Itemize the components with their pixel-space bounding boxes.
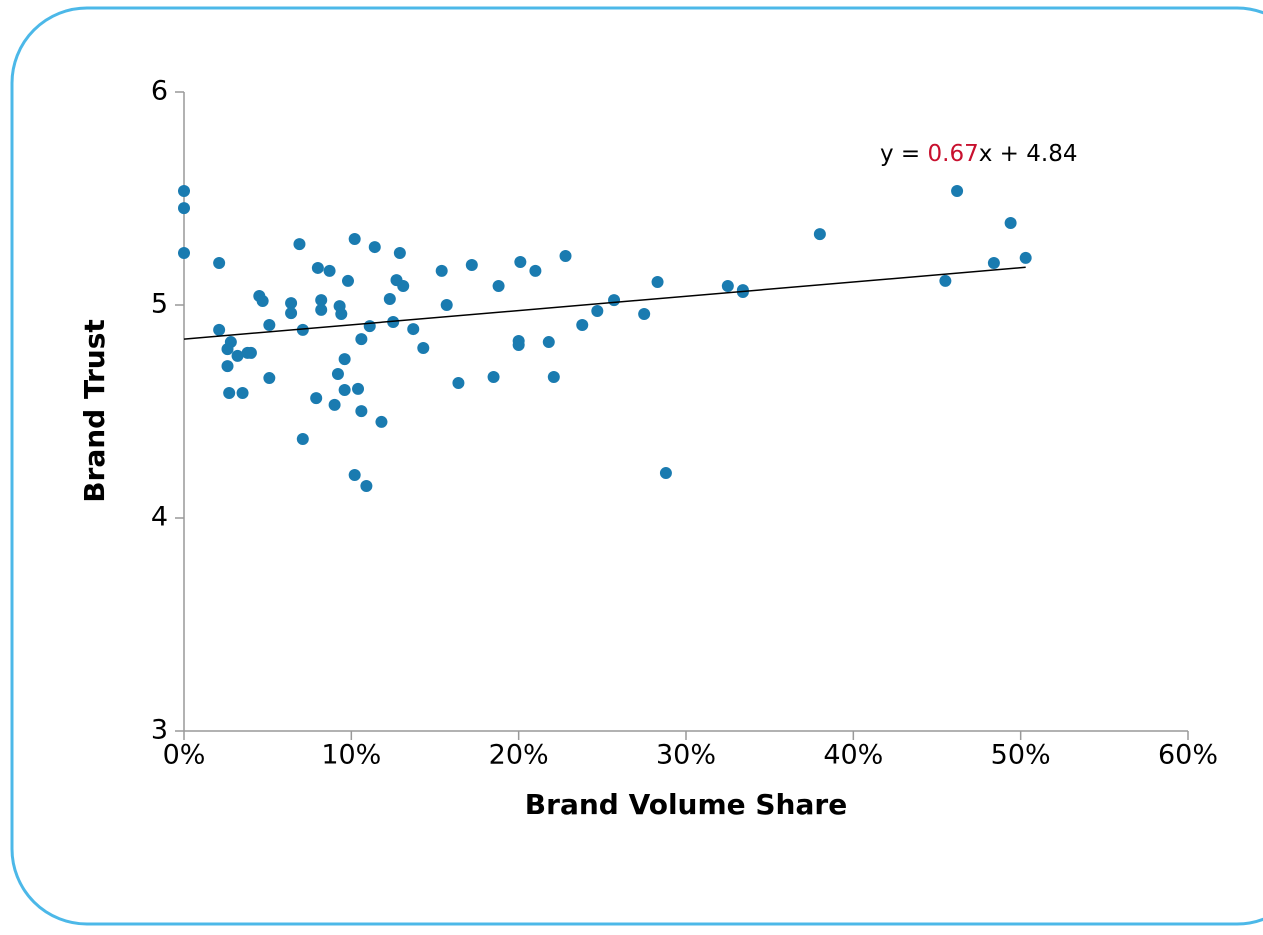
point [221,343,234,356]
point [178,185,190,198]
point [512,339,525,352]
point [440,299,453,311]
y-tick-label: 6 [151,76,168,107]
point [465,258,478,271]
equation-slope: 0.67 [928,141,979,167]
point [387,316,400,329]
equation-part: x + [979,141,1027,167]
point [417,342,430,355]
point [951,185,964,198]
point [293,238,306,251]
point [213,257,226,270]
point [487,370,500,383]
point [813,228,826,241]
point [638,307,651,320]
point [178,247,190,260]
trendline-equation: y = 0.67x + 4.84 [880,141,1077,167]
point [310,392,323,405]
point [335,307,348,320]
point [393,247,406,260]
point [547,370,560,383]
point [608,294,621,307]
point [721,280,734,293]
point [736,284,749,297]
point [559,250,572,263]
point [263,372,276,385]
point [1004,216,1017,229]
point [651,275,664,288]
point [939,274,952,287]
y-tick-label: 5 [151,289,168,320]
point [296,323,309,336]
point [178,202,190,215]
point [331,368,344,381]
point [355,405,368,418]
equation-intercept: 4.84 [1026,141,1077,167]
point [341,274,354,287]
point [323,264,336,277]
point [452,376,465,389]
frame [10,6,1263,926]
x-tick-label: 30% [656,740,716,771]
point [360,480,373,493]
point [576,319,589,332]
point [296,432,309,445]
point [221,360,234,373]
point [256,294,269,307]
point [315,303,328,316]
x-tick-label: 50% [991,740,1051,771]
trendline [183,266,1026,340]
x-axis-title: Brand Volume Share [525,788,847,821]
point [213,323,226,336]
point [236,386,249,399]
point [435,264,448,277]
equation-part: y = [880,141,928,167]
point [987,257,1000,270]
point [542,336,555,349]
point [407,323,420,336]
point [263,319,276,332]
point [244,346,257,359]
point [1019,251,1032,264]
point [591,304,604,317]
y-tick-label: 4 [151,502,168,533]
x-tick-label: 20% [489,740,549,771]
point [375,415,388,428]
point [338,353,351,366]
point [355,333,368,346]
point [514,255,527,268]
x-tick-label: 10% [321,740,381,771]
point [363,320,376,333]
x-tick-label: 60% [1158,740,1218,771]
point [397,280,410,293]
point [383,293,396,306]
point [315,294,328,307]
point [348,232,361,245]
point [328,398,341,411]
point [285,307,298,320]
point [492,280,505,293]
point [368,241,381,254]
point [529,264,542,277]
point [352,382,365,395]
y-axis-title: Brand Trust [78,319,111,503]
point [223,386,236,399]
point [231,349,244,362]
point [311,261,324,274]
point [348,468,361,481]
point [338,383,351,396]
point [659,467,672,480]
x-tick-label: 0% [163,740,206,771]
x-tick-label: 40% [823,740,883,771]
y-tick-label: 3 [151,715,168,746]
point [285,297,298,310]
